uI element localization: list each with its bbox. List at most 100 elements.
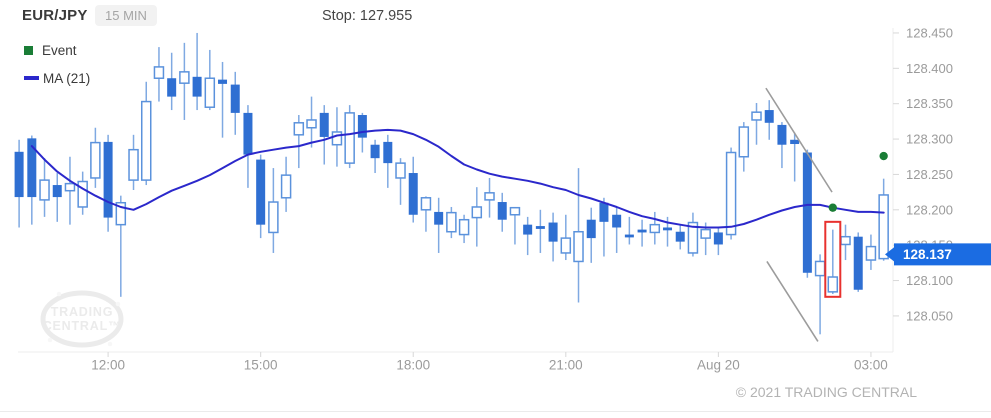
timeframe-badge: 15 MIN bbox=[95, 5, 157, 26]
candle bbox=[751, 102, 762, 145]
y-axis-label: 128.050 bbox=[906, 308, 953, 323]
candle bbox=[103, 134, 113, 232]
candle bbox=[509, 206, 521, 245]
candle bbox=[713, 227, 723, 256]
candle-body bbox=[153, 66, 165, 79]
candle bbox=[293, 115, 305, 169]
candle-body bbox=[446, 211, 457, 233]
candle bbox=[90, 127, 101, 188]
candle-body bbox=[548, 222, 558, 242]
ma-legend-swatch bbox=[24, 76, 39, 80]
candle bbox=[77, 171, 88, 215]
candle-body bbox=[840, 235, 851, 246]
candle-body bbox=[27, 138, 37, 198]
candle bbox=[853, 232, 863, 292]
candle-body bbox=[39, 179, 50, 201]
candle-body bbox=[408, 173, 418, 215]
candle-body bbox=[777, 124, 787, 145]
candle-body bbox=[268, 201, 279, 234]
candle-body bbox=[509, 206, 521, 216]
candle-body bbox=[128, 148, 139, 181]
candle bbox=[764, 100, 774, 140]
ma-legend-label: MA (21) bbox=[43, 70, 91, 86]
watermark-orbit-dot bbox=[115, 301, 121, 307]
candle bbox=[560, 214, 572, 261]
candle-body bbox=[599, 202, 609, 222]
candle-body bbox=[663, 227, 673, 231]
candle bbox=[599, 197, 609, 257]
candle bbox=[383, 134, 393, 188]
x-axis-label: 18:00 bbox=[396, 358, 430, 373]
candle-body bbox=[204, 77, 216, 108]
watermark-orbit-dot bbox=[56, 291, 62, 297]
watermark-orbit-dot bbox=[47, 337, 53, 343]
candle-body bbox=[535, 226, 545, 229]
candle-body bbox=[90, 141, 101, 179]
candle bbox=[192, 32, 202, 111]
candle-body bbox=[573, 230, 584, 263]
candle-body bbox=[865, 245, 877, 261]
candle-body bbox=[560, 237, 572, 254]
candle bbox=[256, 154, 266, 239]
candle-body bbox=[344, 112, 355, 164]
watermark-text-line2: CENTRAL™ bbox=[43, 319, 122, 333]
candle bbox=[370, 139, 380, 174]
candle bbox=[167, 52, 177, 111]
x-axis-label: 21:00 bbox=[549, 358, 583, 373]
candlestick-series bbox=[14, 32, 889, 335]
candle-body bbox=[878, 194, 889, 260]
candle bbox=[573, 168, 584, 303]
candle bbox=[218, 61, 228, 138]
candle bbox=[64, 156, 76, 225]
last-price-tag-body bbox=[894, 243, 991, 266]
candle bbox=[535, 209, 545, 253]
candle-body bbox=[103, 141, 113, 218]
ma-line bbox=[30, 128, 885, 229]
candle-body bbox=[713, 232, 723, 245]
candle bbox=[14, 139, 24, 228]
candle-body bbox=[484, 192, 495, 201]
candle-body bbox=[471, 206, 483, 219]
candle-body bbox=[243, 112, 253, 155]
candle bbox=[548, 212, 558, 262]
candle bbox=[649, 211, 661, 245]
candle-body bbox=[687, 221, 699, 254]
legend: Event MA (21) bbox=[24, 40, 90, 96]
candle bbox=[230, 71, 240, 135]
candle bbox=[140, 81, 152, 186]
candle-body bbox=[370, 144, 380, 159]
candle bbox=[725, 147, 737, 240]
candle bbox=[802, 149, 812, 278]
candle-body bbox=[649, 223, 661, 234]
candle-body bbox=[77, 180, 88, 208]
candle bbox=[624, 216, 634, 245]
candle bbox=[586, 207, 596, 263]
candle bbox=[27, 135, 37, 225]
candle-body bbox=[458, 218, 470, 236]
last-price-tag-arrow bbox=[885, 247, 894, 262]
candle bbox=[243, 105, 253, 188]
candle bbox=[319, 105, 329, 165]
candle bbox=[814, 254, 826, 335]
candle bbox=[675, 224, 685, 250]
candle bbox=[612, 206, 622, 253]
candle-body bbox=[420, 197, 432, 211]
candle bbox=[179, 42, 190, 120]
candle bbox=[153, 47, 165, 102]
candle bbox=[52, 173, 62, 222]
y-axis-label: 128.400 bbox=[906, 61, 953, 76]
event-legend-swatch bbox=[24, 45, 33, 55]
candle bbox=[115, 195, 127, 297]
candle bbox=[840, 224, 851, 261]
candle-body bbox=[790, 139, 800, 145]
x-axis-label: 12:00 bbox=[91, 358, 125, 373]
x-axis-label: 15:00 bbox=[244, 358, 278, 373]
candle-body bbox=[115, 201, 127, 226]
candle-body bbox=[140, 100, 152, 181]
copyright: © 2021 TRADING CENTRAL bbox=[735, 384, 917, 400]
legend-item-event: Event bbox=[24, 40, 90, 60]
candle bbox=[395, 158, 406, 205]
candle bbox=[827, 229, 839, 294]
y-axis-label: 128.350 bbox=[906, 96, 953, 111]
event-legend-label: Event bbox=[42, 42, 77, 58]
